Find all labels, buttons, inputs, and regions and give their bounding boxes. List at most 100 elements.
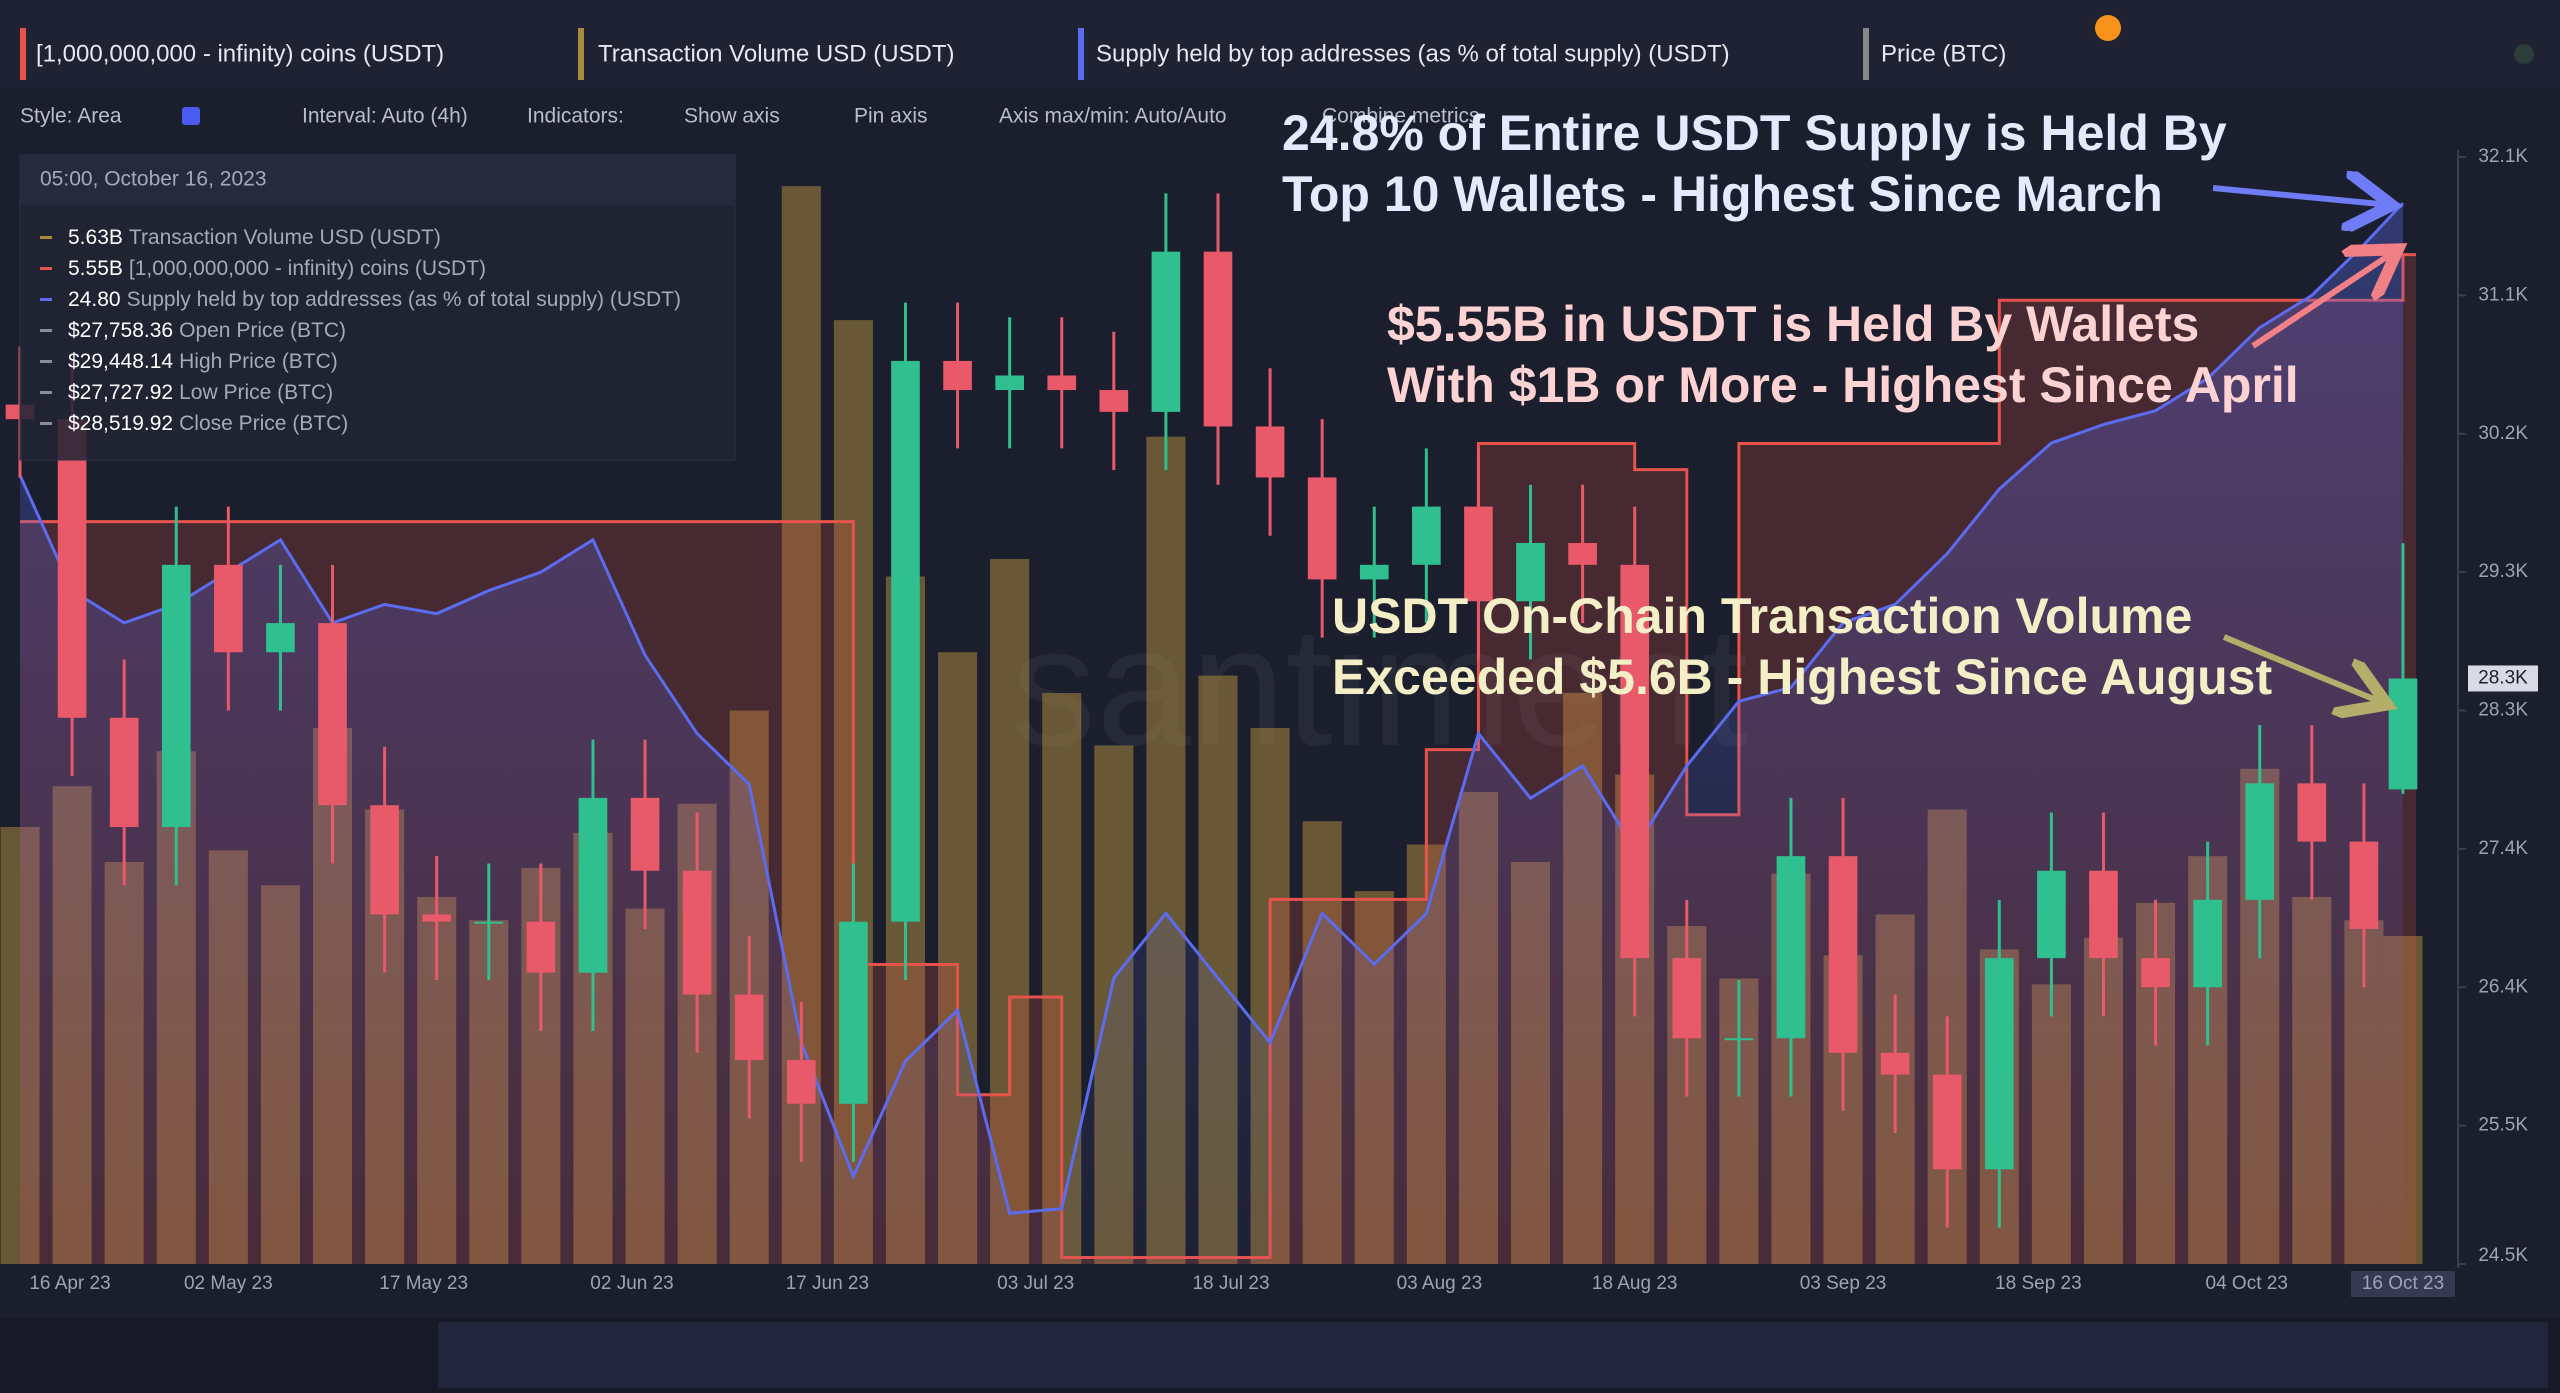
- candle-body: [1255, 426, 1285, 478]
- tab-stripe: [1863, 28, 1869, 80]
- x-tick-label: 18 Aug 23: [1592, 1273, 1678, 1294]
- supply-line: [18, 202, 2405, 1215]
- toolbar-item[interactable]: Pin axis: [854, 105, 928, 128]
- candle-body: [734, 994, 764, 1061]
- candle-body: [1880, 1052, 1910, 1075]
- legend-swatch: [40, 329, 52, 332]
- candle-body: [370, 805, 399, 915]
- btc-icon: [2095, 15, 2121, 41]
- candle-body: [526, 921, 556, 973]
- candle-body: [422, 914, 452, 922]
- candle-body: [1568, 542, 1597, 565]
- legend-swatch: [40, 422, 52, 425]
- candle-body: [2141, 958, 2170, 988]
- tab[interactable]: Transaction Volume USD (USDT): [598, 40, 955, 67]
- tab[interactable]: Price (BTC): [1881, 40, 2006, 67]
- x-tick-label: 17 May 23: [379, 1273, 468, 1294]
- candle-body: [1516, 542, 1545, 602]
- candle-body: [943, 360, 972, 391]
- candle-body: [214, 564, 243, 653]
- toolbar-item[interactable]: Combine metrics: [1322, 105, 1480, 128]
- legend-box: [19, 154, 736, 461]
- candle-body: [57, 419, 87, 718]
- legend-value: 5.55B: [68, 257, 123, 280]
- legend-entry: $28,519.92 Close Price (BTC): [68, 412, 348, 435]
- annotation: Exceeded $5.6B - Highest Since August: [1332, 649, 2272, 705]
- legend-name: Close Price (BTC): [179, 412, 348, 435]
- legend-value: $28,519.92: [68, 412, 173, 435]
- x-tick-label: 18 Jul 23: [1192, 1273, 1269, 1294]
- toolbar-item[interactable]: Indicators:: [527, 105, 624, 128]
- y-tick-label: 27.4K: [2478, 838, 2528, 859]
- candle-body: [109, 717, 139, 828]
- annotation: $5.55B in USDT is Held By Wallets: [1387, 296, 2199, 352]
- legend-swatch: [40, 360, 52, 363]
- status-dot: [2514, 44, 2534, 64]
- candle-body: [1203, 251, 1233, 427]
- legend-entry: $29,448.14 High Price (BTC): [68, 350, 338, 373]
- price-marker: 28.3K: [2478, 667, 2528, 688]
- x-tick-label: 16 Apr 23: [29, 1273, 110, 1294]
- x-tick-label: 03 Jul 23: [997, 1273, 1074, 1294]
- y-tick-label: 29.3K: [2478, 561, 2528, 582]
- legend-entry: 5.55B [1,000,000,000 - infinity) coins (U…: [68, 257, 486, 280]
- legend-name: [1,000,000,000 - infinity) coins (USDT): [129, 257, 486, 280]
- candle-body: [1464, 506, 1493, 602]
- toolbar-item[interactable]: Axis max/min: Auto/Auto: [999, 105, 1227, 128]
- candle-body: [1776, 856, 1806, 1039]
- annotation: USDT On-Chain Transaction Volume: [1332, 588, 2192, 644]
- candle-body: [995, 375, 1024, 391]
- candle-body: [2193, 899, 2222, 988]
- x-tick-label: 18 Sep 23: [1995, 1273, 2082, 1294]
- toolbar-item[interactable]: Interval: Auto (4h): [302, 105, 468, 128]
- legend-value: $27,727.92: [68, 381, 173, 404]
- legend-name: Supply held by top addresses (as % of to…: [127, 288, 681, 311]
- candle-body: [1672, 958, 1702, 1039]
- x-tick-label: 04 Oct 23: [2206, 1273, 2288, 1294]
- candle-body: [1412, 506, 1441, 565]
- color-swatch[interactable]: [182, 107, 200, 125]
- legend-time: 05:00, October 16, 2023: [40, 168, 267, 191]
- y-tick-label: 28.3K: [2478, 700, 2528, 721]
- candle-body: [839, 921, 868, 1104]
- arrow: [2251, 256, 2388, 349]
- candle-body: [161, 564, 191, 828]
- candle-body: [2388, 678, 2418, 790]
- legend-value: $27,758.36: [68, 319, 173, 342]
- candle-body: [786, 1060, 816, 1104]
- arrow: [2212, 188, 2380, 204]
- legend-value: 5.63B: [68, 226, 123, 249]
- candle-body: [1932, 1074, 1962, 1170]
- whale-line: [20, 253, 2416, 1259]
- candle-body: [2349, 841, 2379, 929]
- candle-body: [1151, 251, 1181, 412]
- x-tick-label: 02 Jun 23: [590, 1273, 673, 1294]
- candle-body: [630, 797, 660, 871]
- supply-area: [20, 203, 2403, 1264]
- tab[interactable]: [1,000,000,000 - infinity) coins (USDT): [36, 40, 444, 67]
- legend-name: High Price (BTC): [179, 350, 338, 373]
- candle-body: [2245, 783, 2275, 900]
- candle-body: [1307, 477, 1337, 580]
- tab[interactable]: Supply held by top addresses (as % of to…: [1096, 40, 1730, 67]
- legend-swatch: [40, 267, 52, 270]
- toolbar-item[interactable]: Show axis: [684, 105, 780, 128]
- candle-body: [1359, 564, 1389, 580]
- candle-body: [2297, 783, 2327, 842]
- candle-body: [1984, 958, 2014, 1170]
- toolbar-item[interactable]: Style: Area: [20, 105, 122, 128]
- tab-bar: [0, 0, 2560, 88]
- y-tick-label: 26.4K: [2478, 976, 2528, 997]
- y-tick-label: 30.2K: [2478, 423, 2528, 444]
- navigator-window[interactable]: [438, 1322, 2548, 1388]
- legend-swatch: [40, 236, 52, 239]
- legend-name: Low Price (BTC): [179, 381, 333, 404]
- legend: 5.63B Transaction Volume USD (USDT) 5.55B […: [40, 226, 681, 435]
- candle-body: [2089, 870, 2118, 959]
- volume-bar: [990, 559, 1030, 1264]
- legend-header: [20, 155, 735, 205]
- legend-value: 24.80: [68, 288, 121, 311]
- legend-entry: 24.80 Supply held by top addresses (as % …: [68, 288, 681, 311]
- legend-name: Transaction Volume USD (USDT): [129, 226, 441, 249]
